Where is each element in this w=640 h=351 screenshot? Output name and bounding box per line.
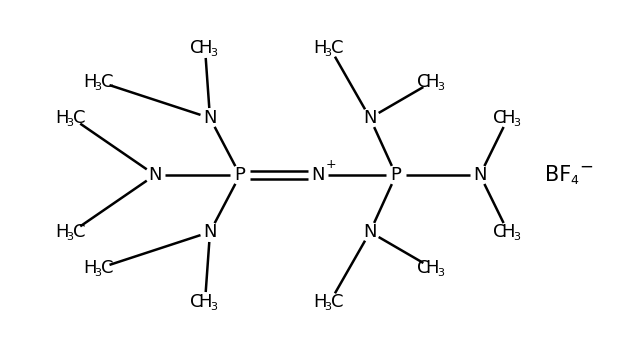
- Text: P: P: [235, 166, 245, 184]
- Text: C: C: [417, 259, 429, 277]
- Text: H: H: [83, 73, 97, 91]
- Text: C: C: [493, 109, 505, 127]
- Text: H: H: [425, 259, 439, 277]
- Text: C: C: [73, 109, 85, 127]
- Text: 3: 3: [211, 302, 218, 312]
- Text: 3: 3: [513, 232, 520, 242]
- Text: 3: 3: [513, 118, 520, 128]
- Text: C: C: [189, 293, 202, 311]
- Text: 3: 3: [95, 82, 102, 92]
- Text: N: N: [364, 109, 377, 127]
- Text: H: H: [55, 223, 68, 241]
- Text: 3: 3: [438, 268, 445, 278]
- Text: N: N: [204, 223, 217, 241]
- Text: N: N: [204, 109, 217, 127]
- Text: H: H: [425, 73, 439, 91]
- Text: N: N: [311, 166, 324, 184]
- Text: C: C: [331, 39, 343, 57]
- Text: H: H: [55, 109, 68, 127]
- Text: C: C: [417, 73, 429, 91]
- Text: 4: 4: [570, 174, 578, 187]
- Text: −: −: [579, 158, 593, 176]
- Text: 3: 3: [211, 48, 218, 58]
- Text: H: H: [198, 39, 212, 57]
- Text: N: N: [364, 223, 377, 241]
- Text: 3: 3: [67, 118, 74, 128]
- Text: 3: 3: [95, 268, 102, 278]
- Text: 3: 3: [438, 82, 445, 92]
- Text: H: H: [501, 109, 515, 127]
- Text: C: C: [73, 223, 85, 241]
- Text: H: H: [313, 39, 327, 57]
- Text: C: C: [100, 259, 113, 277]
- Text: C: C: [331, 293, 343, 311]
- Text: H: H: [501, 223, 515, 241]
- Text: H: H: [198, 293, 212, 311]
- Text: 3: 3: [324, 48, 332, 58]
- Text: C: C: [189, 39, 202, 57]
- Text: H: H: [83, 259, 97, 277]
- Text: +: +: [326, 159, 336, 172]
- Text: N: N: [148, 166, 162, 184]
- Text: BF: BF: [545, 165, 572, 185]
- Text: H: H: [313, 293, 327, 311]
- Text: C: C: [100, 73, 113, 91]
- Text: C: C: [493, 223, 505, 241]
- Text: 3: 3: [67, 232, 74, 242]
- Text: 3: 3: [324, 302, 332, 312]
- Text: P: P: [390, 166, 401, 184]
- Text: N: N: [473, 166, 487, 184]
